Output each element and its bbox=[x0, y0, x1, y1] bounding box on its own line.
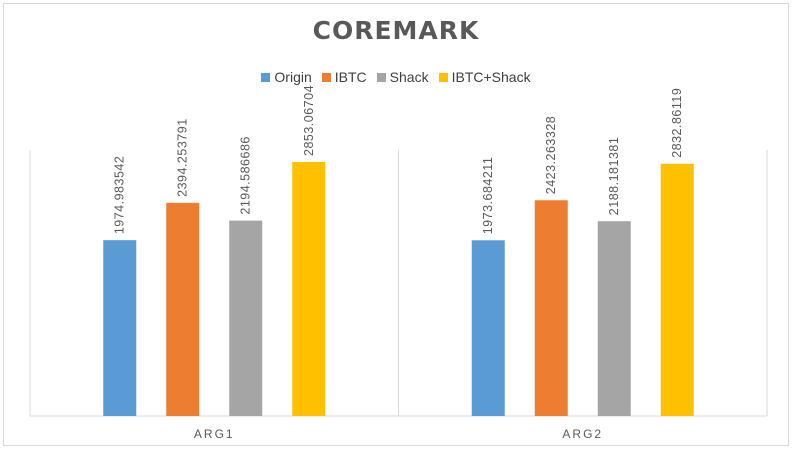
bar-origin-arg2 bbox=[471, 240, 505, 416]
legend-item-ibtc: IBTC bbox=[321, 69, 367, 85]
bar-shack-arg2 bbox=[597, 221, 631, 416]
data-labels: 1974.983542 2394.253791 2194.586686 2853.06… bbox=[113, 85, 685, 234]
chart-legend: Origin IBTC Shack IBTC+Shack bbox=[0, 69, 792, 85]
data-label: 2832.86119 bbox=[670, 88, 684, 158]
data-label: 2194.586686 bbox=[239, 136, 253, 215]
legend-swatch-shack bbox=[376, 72, 386, 82]
bar-shack-arg1 bbox=[229, 220, 263, 416]
bar-ibtc-arg1 bbox=[166, 202, 200, 416]
category-labels: ARG1 ARG2 bbox=[194, 427, 603, 441]
legend-item-ibtc-shack: IBTC+Shack bbox=[438, 69, 531, 85]
data-label: 1974.983542 bbox=[113, 156, 127, 235]
data-label: 1973.684211 bbox=[481, 157, 495, 235]
legend-item-shack: Shack bbox=[376, 69, 429, 85]
category-label-arg2: ARG2 bbox=[562, 427, 603, 441]
legend-swatch-origin bbox=[261, 72, 271, 82]
data-label: 2188.181381 bbox=[607, 137, 621, 216]
legend-label-ibtc-shack: IBTC+Shack bbox=[451, 69, 531, 85]
bar-origin-arg1 bbox=[103, 240, 137, 416]
chart-title: COREMARK bbox=[312, 16, 480, 45]
bars bbox=[103, 162, 694, 416]
data-label: 2853.06704 bbox=[302, 85, 316, 156]
data-label: 2423.263328 bbox=[544, 116, 558, 195]
legend-label-shack: Shack bbox=[389, 69, 429, 85]
legend-label-ibtc: IBTC bbox=[334, 69, 367, 85]
legend-item-origin: Origin bbox=[261, 69, 312, 85]
category-label-arg1: ARG1 bbox=[194, 427, 235, 441]
data-label: 2394.253791 bbox=[176, 118, 190, 197]
bar-ibtc-arg2 bbox=[534, 200, 568, 416]
axes bbox=[29, 150, 768, 417]
bar-ibtc-shack-arg1 bbox=[292, 162, 326, 416]
legend-label-origin: Origin bbox=[274, 69, 312, 85]
bar-ibtc-shack-arg2 bbox=[660, 163, 694, 416]
legend-swatch-ibtc bbox=[321, 72, 331, 82]
legend-swatch-ibtc-shack bbox=[438, 72, 448, 82]
